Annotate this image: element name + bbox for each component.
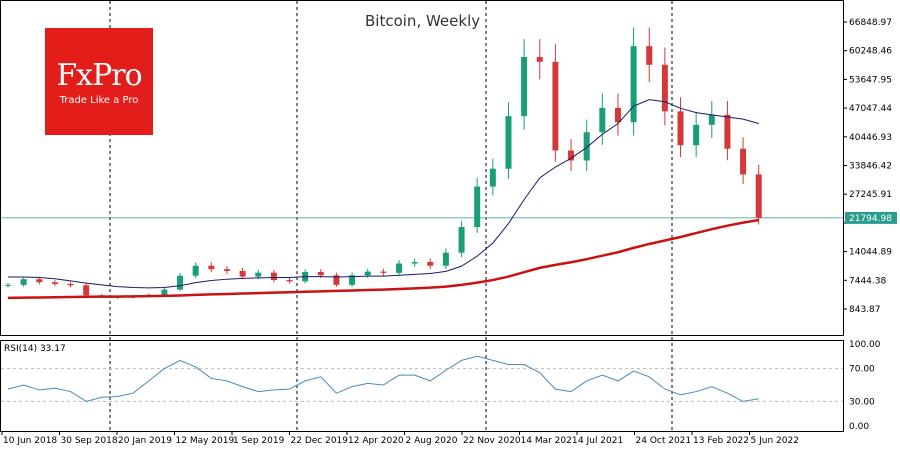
x-tick-label: 30 Sep 2018	[61, 436, 118, 446]
candle-body	[161, 289, 168, 295]
rsi-line	[7, 355, 759, 402]
price-tick-label: 7444.38	[849, 276, 886, 286]
price-tick-label: 60248.46	[849, 47, 892, 57]
price-panel-frame	[0, 0, 844, 336]
candle-body	[552, 61, 559, 151]
x-tick-label: 13 Feb 2022	[693, 436, 749, 446]
candle-body	[286, 280, 293, 282]
x-tick-label: 14 Mar 2021	[521, 436, 578, 446]
rsi-tick-label: 100.00	[849, 340, 881, 350]
candle-body	[317, 272, 324, 276]
x-tick-label: 5 Jun 2022	[751, 436, 799, 446]
candle-body	[693, 124, 700, 146]
candle-body	[208, 265, 215, 270]
candle-body	[5, 284, 11, 286]
candle-body	[427, 262, 434, 266]
candle-body	[67, 283, 74, 286]
candle-body	[630, 46, 637, 123]
candle-body	[396, 263, 402, 273]
x-tick-label: 20 Jan 2019	[118, 436, 172, 446]
x-tick-label: 24 Oct 2021	[636, 436, 692, 446]
x-tick-label: 10 Jun 2018	[3, 436, 57, 446]
candle-body	[20, 279, 27, 285]
candle-body	[489, 168, 496, 187]
ma-fast-line	[8, 99, 759, 289]
x-tick-label: 4 Jul 2021	[578, 436, 623, 446]
candle-body	[333, 275, 340, 285]
candle-body	[505, 116, 512, 169]
price-tick-label: 27245.91	[849, 190, 892, 200]
price-tick-label: 53647.95	[849, 75, 892, 85]
x-tick-label: 22 Dec 2019	[291, 436, 349, 446]
candle-body	[740, 148, 747, 175]
candle-body	[536, 56, 543, 62]
price-tick-label: 33846.42	[849, 162, 892, 172]
candle-body	[599, 107, 606, 133]
candle-body	[521, 56, 528, 117]
candle-body	[442, 252, 449, 266]
ma-slow-line	[7, 218, 759, 300]
x-tick-label: 1 Sep 2019	[233, 436, 285, 446]
candle-body	[708, 114, 715, 125]
price-tick-label: 14044.89	[849, 248, 892, 258]
candle-body	[583, 132, 590, 161]
fxpro-logo: FxPro Trade Like a Pro	[45, 28, 153, 135]
candle-body	[270, 272, 277, 281]
candle-body	[677, 111, 684, 146]
candle-body	[661, 64, 668, 112]
current-price-badge	[845, 211, 897, 224]
rsi-panel-frame	[0, 340, 844, 432]
rsi-tick-label: 30.00	[849, 397, 875, 407]
rsi-tick-label: 70.00	[849, 365, 875, 375]
candle-body	[83, 285, 90, 296]
x-tick-label: 2 Aug 2020	[406, 436, 458, 446]
rsi-label: RSI(14) 33.17	[4, 344, 66, 354]
candle-body	[458, 227, 465, 253]
price-tick-label: 40446.93	[849, 133, 892, 143]
current-price-label: 21794.98	[849, 214, 892, 224]
candle-body	[349, 275, 356, 285]
candle-body	[411, 262, 418, 264]
price-tick-label: 66848.97	[849, 18, 892, 28]
rsi-tick-label: 0.00	[849, 422, 869, 432]
candle-body	[380, 271, 387, 273]
chart-title: Bitcoin, Weekly	[365, 12, 481, 30]
candle-body	[646, 46, 653, 65]
price-tick-label: 47047.44	[849, 104, 892, 114]
candle-body	[36, 279, 43, 283]
candle-body	[724, 114, 731, 149]
candle-body	[614, 107, 621, 123]
candle-body	[255, 272, 262, 277]
x-tick-label: 12 Apr 2020	[348, 436, 404, 446]
price-tick-label: 843.87	[849, 305, 881, 315]
candle-body	[239, 270, 246, 277]
x-tick-label: 12 May 2019	[176, 436, 235, 446]
candle-body	[364, 271, 371, 276]
candle-body	[177, 275, 184, 290]
candle-body	[192, 265, 199, 276]
candle-body	[51, 282, 58, 284]
candle-body	[755, 174, 762, 218]
candle-body	[223, 269, 230, 271]
candle-body	[474, 186, 481, 228]
x-tick-label: 22 Nov 2020	[463, 436, 521, 446]
candle-body	[568, 150, 575, 161]
